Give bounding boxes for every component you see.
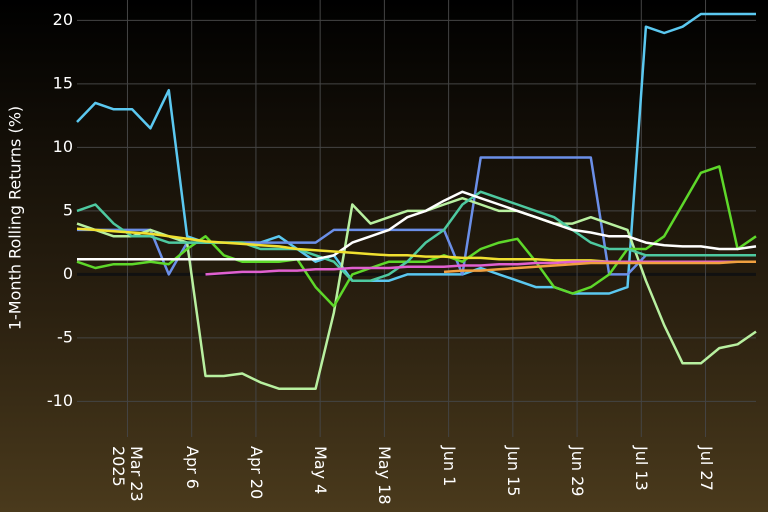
- y-tick-label: 10: [53, 137, 73, 156]
- y-tick-label: 20: [53, 10, 73, 29]
- x-tick-label: Mar 23 2025: [109, 446, 147, 502]
- line: [443, 260, 756, 274]
- y-tick-label: -10: [47, 391, 73, 410]
- line: [76, 165, 757, 308]
- y-axis-label: 1-Month Rolling Returns (%): [6, 106, 25, 330]
- y-tick-label: 15: [53, 73, 73, 92]
- x-tick-label: Jul 13: [632, 446, 652, 491]
- x-tick-label: May 18: [375, 446, 395, 505]
- line: [76, 196, 757, 390]
- x-tick-label: Jun 15: [503, 446, 523, 497]
- x-tick-label: May 4: [311, 446, 331, 495]
- x-tick-label: Apr 20: [246, 446, 266, 500]
- line: [76, 12, 756, 295]
- line: [76, 190, 756, 282]
- x-tick-label: Jul 27: [696, 446, 716, 491]
- line: [205, 260, 756, 276]
- x-tick-label: Apr 6: [182, 446, 202, 489]
- x-tick-label: Jun 29: [568, 446, 588, 497]
- line: [77, 190, 757, 261]
- y-tick-label: 0: [63, 264, 73, 283]
- y-tick-label: 5: [63, 200, 73, 219]
- x-tick-label: Jun 1: [439, 446, 459, 487]
- y-tick-label: -5: [57, 327, 73, 346]
